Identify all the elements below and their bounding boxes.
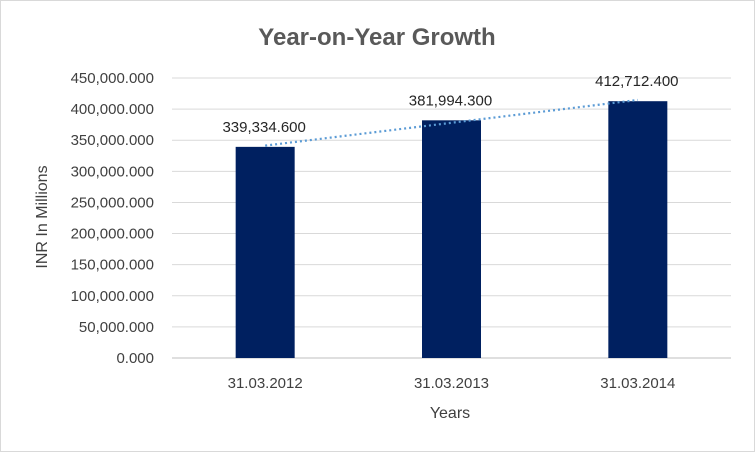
data-labels: 339,334.600 381,994.300 412,712.400 — [222, 73, 678, 136]
x-tick-label: 31.03.2012 — [228, 375, 303, 392]
y-tick-label: 100,000.000 — [71, 288, 154, 305]
x-axis-ticks: 31.03.2012 31.03.2013 31.03.2014 — [228, 375, 676, 392]
y-tick-label: 350,000.000 — [71, 132, 154, 149]
y-tick-label: 150,000.000 — [71, 257, 154, 274]
y-axis-title: INR In Millions — [34, 165, 51, 268]
x-axis-title: Years — [430, 405, 470, 422]
y-tick-label: 200,000.000 — [71, 226, 154, 243]
chart-title: Year-on-Year Growth — [258, 24, 495, 51]
bar — [422, 120, 481, 358]
y-tick-label: 250,000.000 — [71, 194, 154, 211]
y-tick-label: 0.000 — [116, 350, 154, 367]
x-tick-label: 31.03.2014 — [600, 375, 675, 392]
y-tick-label: 300,000.000 — [71, 163, 154, 180]
data-label: 412,712.400 — [595, 73, 678, 90]
y-axis-ticks: 0.000 50,000.000 100,000.000 150,000.000 200… — [71, 70, 154, 367]
data-label: 339,334.600 — [222, 119, 305, 136]
y-tick-label: 400,000.000 — [71, 101, 154, 118]
bar — [235, 146, 295, 358]
y-tick-label: 450,000.000 — [71, 70, 154, 87]
data-label: 381,994.300 — [409, 92, 492, 109]
x-tick-label: 31.03.2013 — [414, 375, 489, 392]
bars — [235, 101, 668, 358]
y-tick-label: 50,000.000 — [79, 319, 154, 336]
bar — [608, 101, 668, 358]
